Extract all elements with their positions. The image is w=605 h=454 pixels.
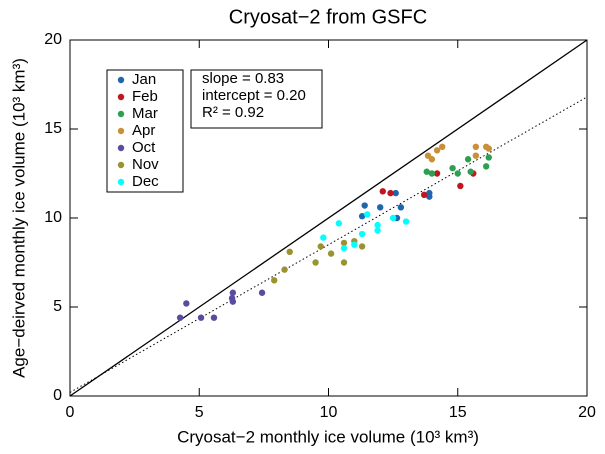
point [423, 168, 430, 175]
point [485, 154, 492, 161]
x-axis-label: Cryosat−2 monthly ice volume (10³ km³) [177, 427, 479, 446]
x-tick-label: 20 [578, 404, 596, 421]
y-tick-label: 20 [44, 31, 62, 48]
legend-marker [117, 93, 125, 101]
point [358, 230, 366, 238]
point [229, 298, 237, 305]
point [472, 143, 480, 150]
point [449, 164, 456, 172]
point [364, 211, 371, 218]
point [340, 259, 348, 266]
x-tick-label: 15 [449, 404, 467, 421]
point [374, 221, 381, 229]
point [327, 250, 335, 257]
point [379, 188, 386, 195]
point [402, 218, 410, 225]
point [312, 259, 319, 266]
legend-marker [117, 144, 125, 152]
y-tick-label: 15 [44, 120, 62, 137]
legend-label: Jan [132, 71, 156, 88]
point [258, 289, 266, 296]
x-tick-label: 5 [195, 404, 204, 421]
point [229, 289, 237, 296]
point [361, 202, 368, 209]
x-tick-label: 0 [66, 404, 75, 421]
legend-marker [117, 127, 125, 135]
point [420, 191, 428, 199]
point [210, 314, 218, 321]
point [397, 204, 405, 211]
point [387, 189, 394, 197]
point [340, 239, 348, 247]
y-tick-label: 10 [44, 209, 62, 226]
legend-marker [117, 178, 125, 186]
point [271, 277, 278, 284]
point [320, 234, 327, 241]
one-to-one-line [69, 39, 588, 397]
point [176, 314, 184, 321]
legend-label: Nov [132, 156, 159, 173]
point [433, 147, 441, 154]
chart-title: Cryosat−2 from GSFC [229, 6, 427, 28]
point [454, 170, 461, 177]
annotation: slope = 0.83 [202, 70, 284, 87]
annotation: R² = 0.92 [202, 104, 264, 121]
point [467, 168, 474, 175]
point [433, 170, 441, 177]
fit-line [69, 96, 588, 393]
point [197, 314, 205, 321]
point [428, 170, 436, 177]
point [335, 220, 343, 227]
point [374, 227, 381, 234]
point [377, 204, 384, 211]
point [317, 243, 324, 250]
point [183, 300, 190, 307]
point [392, 189, 399, 197]
point [281, 266, 288, 273]
annotation-box [190, 69, 323, 129]
legend-label: Oct [132, 139, 156, 156]
point [358, 213, 366, 220]
point [389, 214, 397, 222]
point [426, 189, 433, 197]
legend-box [106, 69, 184, 193]
legend-label: Apr [132, 122, 155, 139]
legend-marker [117, 161, 125, 169]
legend-label: Mar [132, 105, 158, 122]
y-axis-label: Age−deirved monthly ice volume (10³ km³) [9, 58, 28, 378]
point [472, 152, 480, 159]
legend-label: Feb [132, 88, 158, 105]
y-tick-label: 0 [53, 387, 62, 404]
legend-label: Dec [132, 173, 159, 190]
y-tick-label: 5 [53, 298, 62, 315]
annotation: intercept = 0.20 [202, 87, 306, 104]
legend-marker [117, 110, 125, 118]
legend-marker [117, 76, 125, 84]
point [340, 245, 348, 252]
point [358, 243, 366, 250]
point [464, 156, 472, 163]
point [286, 248, 293, 256]
point [351, 241, 358, 248]
point [428, 156, 436, 163]
point [485, 145, 492, 152]
point [439, 143, 446, 150]
point [482, 163, 490, 170]
x-tick-label: 10 [320, 404, 338, 421]
point [457, 182, 464, 190]
